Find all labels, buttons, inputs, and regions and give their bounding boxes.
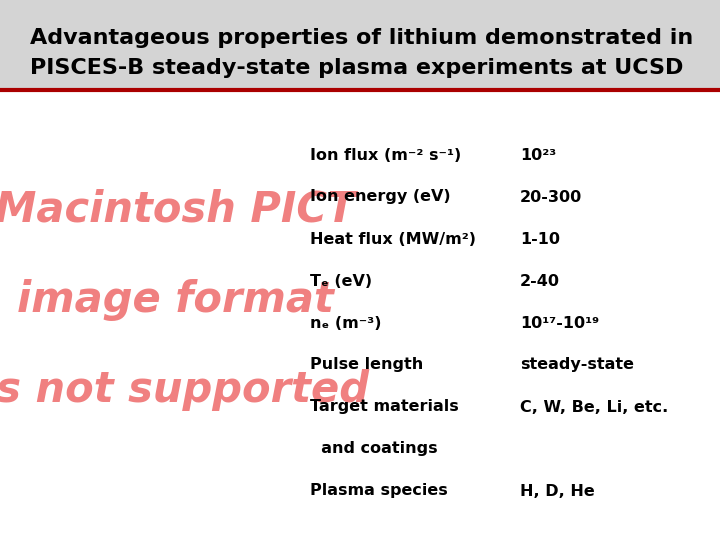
Text: PISCES-B steady-state plasma experiments at UCSD: PISCES-B steady-state plasma experiments… [30, 58, 683, 78]
Text: Advantageous properties of lithium demonstrated in: Advantageous properties of lithium demon… [30, 28, 693, 48]
Text: H, D, He: H, D, He [520, 483, 595, 498]
Text: steady-state: steady-state [520, 357, 634, 373]
Bar [0, 0, 720, 90]
Text: 1-10: 1-10 [520, 232, 560, 246]
Text: is not supported: is not supported [0, 369, 369, 411]
Text: Macintosh PICT: Macintosh PICT [0, 189, 355, 231]
Text: Pulse length: Pulse length [310, 357, 468, 373]
Text: Ion energy (eV): Ion energy (eV) [310, 190, 473, 205]
Text: image format: image format [17, 279, 333, 321]
Text: 10¹⁷-10¹⁹: 10¹⁷-10¹⁹ [520, 315, 599, 330]
Text: Ion flux (m⁻² s⁻¹): Ion flux (m⁻² s⁻¹) [310, 147, 478, 163]
Text: 10²³: 10²³ [520, 147, 557, 163]
Text: Target materials: Target materials [310, 400, 470, 415]
Text: 2-40: 2-40 [520, 273, 560, 288]
Text: 20-300: 20-300 [520, 190, 582, 205]
Text: and coatings: and coatings [310, 442, 438, 456]
Text: C, W, Be, Li, etc.: C, W, Be, Li, etc. [520, 400, 668, 415]
Text: Heat flux (MW/m²): Heat flux (MW/m²) [310, 232, 482, 246]
Text: nₑ (m⁻³): nₑ (m⁻³) [310, 315, 454, 330]
Text: Plasma species: Plasma species [310, 483, 470, 498]
Text: Tₑ (eV): Tₑ (eV) [310, 273, 456, 288]
